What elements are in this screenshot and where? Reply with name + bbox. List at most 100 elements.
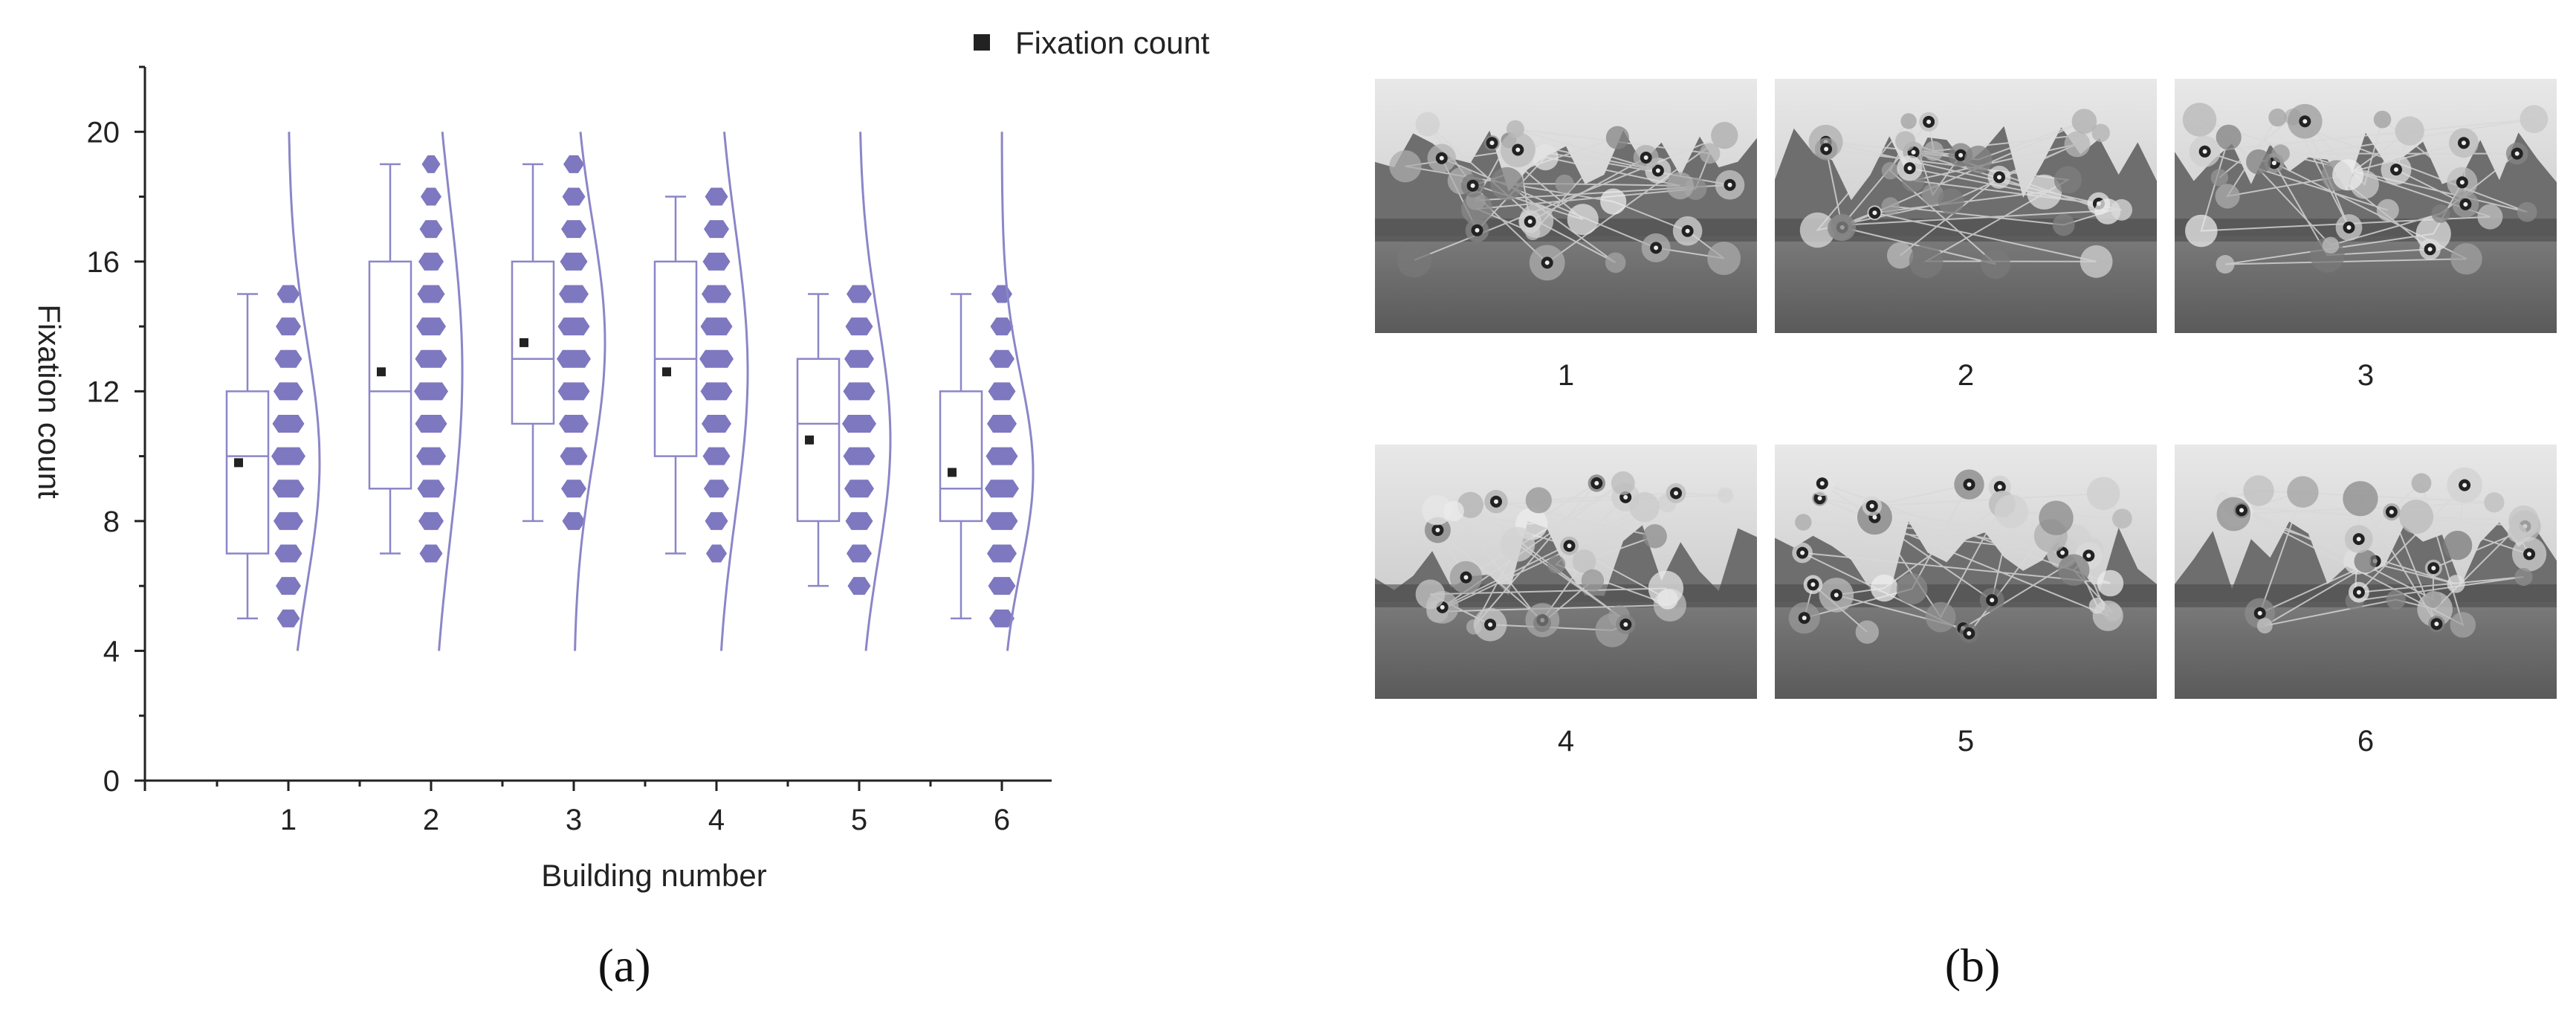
data-point — [702, 415, 731, 433]
data-point — [557, 382, 590, 401]
fixation-circle — [1923, 141, 1944, 161]
fixation-dot — [1800, 550, 1805, 555]
fixation-circle — [2039, 500, 2074, 535]
box-group-4 — [653, 132, 749, 651]
distribution-curve — [288, 132, 321, 651]
fixation-circle — [1896, 573, 1928, 605]
fixation-circle — [1533, 614, 1551, 633]
mean-marker — [520, 338, 528, 347]
data-point — [274, 382, 303, 401]
data-point — [844, 480, 874, 498]
scanpath-line — [2220, 482, 2531, 627]
fixation-circle — [2450, 612, 2476, 638]
data-point — [986, 511, 1018, 530]
y-tick-label: 12 — [87, 375, 120, 408]
data-point — [989, 609, 1014, 627]
fixation-dot — [2239, 508, 2244, 513]
fixation-dot — [1872, 210, 1877, 216]
fixation-dot — [2060, 550, 2065, 555]
fixation-circle — [2386, 590, 2406, 610]
fixation-dot — [1958, 152, 1964, 158]
x-tick-label: 3 — [566, 804, 582, 836]
data-point — [705, 511, 728, 530]
fixation-dot — [2462, 482, 2467, 488]
fixation-circle — [1964, 145, 1993, 174]
fixation-dot — [1824, 146, 1829, 152]
fixation-dot — [1869, 503, 1874, 508]
box-iqr — [796, 358, 841, 523]
fixation-circle — [2514, 567, 2533, 587]
fixation-circle — [1572, 549, 1596, 573]
fixation-dot — [2463, 201, 2468, 207]
box-group-3 — [511, 132, 606, 651]
panel-label-a: (a) — [598, 939, 650, 992]
y-tick-label: 16 — [87, 246, 120, 279]
fixation-circle — [2395, 116, 2424, 146]
fixation-dot — [2514, 151, 2520, 156]
fixation-circle — [1581, 569, 1605, 593]
data-point — [414, 382, 448, 401]
data-point — [559, 285, 589, 303]
fixation-dot — [1470, 183, 1475, 188]
data-point — [699, 349, 734, 368]
data-point — [704, 220, 729, 239]
y-tick-label: 20 — [87, 116, 120, 149]
fixation-dot — [1623, 494, 1628, 500]
data-point — [706, 544, 727, 563]
fixation-dot — [1817, 496, 1822, 501]
fixation-circle — [2447, 575, 2465, 593]
fixation-dot — [1643, 155, 1648, 160]
fixation-circle — [1855, 620, 1879, 644]
data-point — [702, 252, 731, 271]
fixation-circle — [2182, 103, 2217, 137]
data-point — [563, 155, 584, 173]
data-point — [989, 349, 1014, 368]
fixation-circle — [1994, 494, 2029, 529]
fixation-dot — [1997, 485, 2002, 489]
data-point — [845, 317, 873, 336]
fixation-dot — [2431, 566, 2436, 571]
fixation-circle — [1443, 500, 1464, 522]
fixation-circle — [2442, 530, 2473, 561]
fixation-dot — [1488, 622, 1493, 627]
data-point — [986, 447, 1018, 465]
data-point — [421, 155, 441, 173]
fixation-dot — [1872, 514, 1877, 520]
data-point — [705, 187, 728, 206]
data-point — [987, 544, 1017, 563]
fixation-dot — [1594, 481, 1599, 485]
fixation-circle — [2477, 204, 2503, 230]
scanpath-image-5: 5 — [1775, 445, 2157, 758]
scanpath-image-2: 2 — [1775, 79, 2157, 392]
fixation-circle — [2091, 123, 2110, 142]
panel-label-b: (b) — [1945, 939, 2001, 992]
fixation-circle — [1500, 526, 1535, 562]
data-point — [274, 544, 302, 563]
fixation-circle — [1886, 242, 1914, 269]
fixation-dot — [2459, 180, 2465, 185]
data-point — [990, 317, 1014, 336]
fixation-dot — [1911, 149, 1916, 155]
fixation-circle — [1461, 193, 1493, 225]
box-group-5 — [796, 132, 892, 651]
fixation-circle — [1643, 524, 1667, 549]
fixation-circle — [1831, 214, 1853, 236]
fixation-dot — [2389, 509, 2394, 514]
fixation-dot — [1990, 598, 1995, 603]
fixation-circle — [2424, 590, 2442, 608]
fixation-dot — [2271, 161, 2276, 166]
x-tick-label: 4 — [708, 804, 725, 836]
fixation-circle — [2216, 255, 2235, 274]
fixation-circle — [2517, 201, 2537, 222]
fixation-circle — [2071, 109, 2097, 134]
fixation-circle — [2243, 475, 2274, 506]
thumbnail-label-4: 4 — [1558, 725, 1574, 758]
data-point — [274, 349, 302, 368]
fixation-circle — [2215, 184, 2240, 209]
fixation-dot — [1907, 166, 1912, 171]
data-point — [700, 382, 733, 401]
data-point — [843, 447, 876, 465]
image-water — [2175, 602, 2557, 699]
fixation-circle — [1629, 491, 1660, 523]
fixation-circle — [1547, 555, 1566, 574]
